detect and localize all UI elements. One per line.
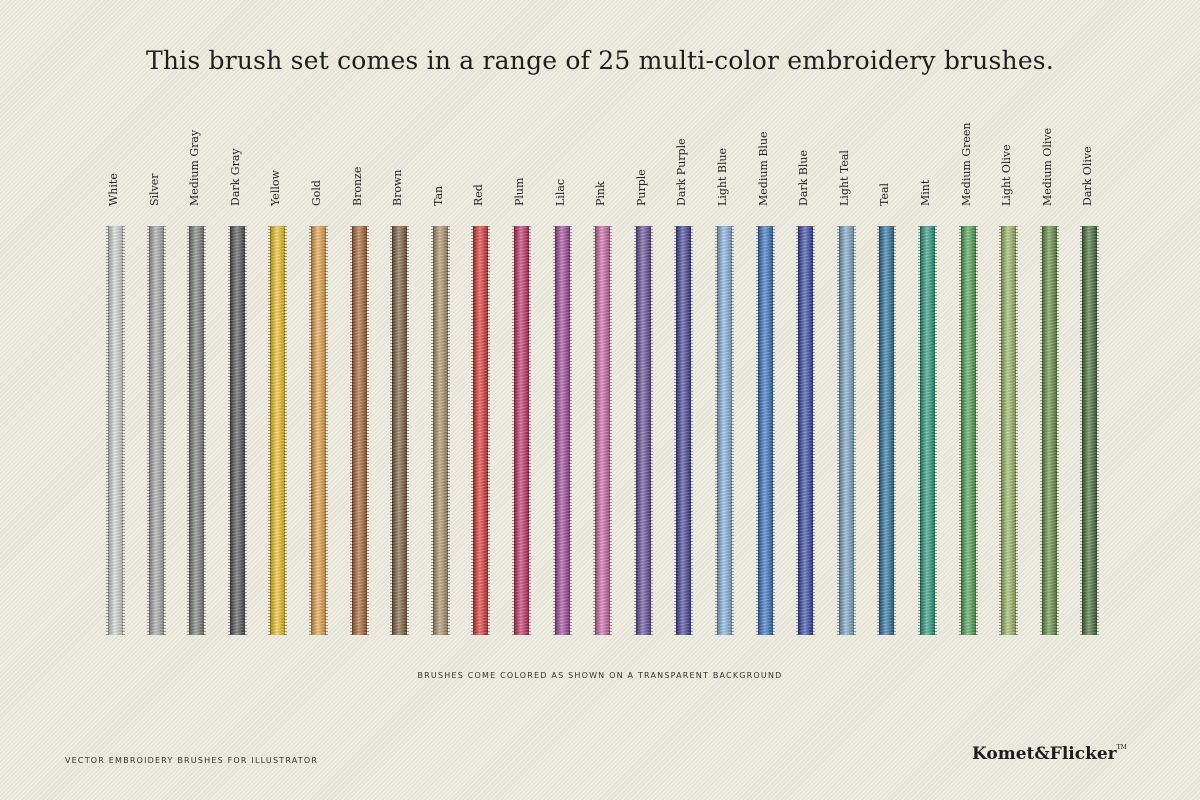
brush-strand-plum bbox=[512, 226, 531, 635]
komet-flicker-logo: Komet&FlickerTM bbox=[972, 744, 1127, 764]
brush-label-purple: Purple bbox=[633, 26, 653, 206]
brush-strand-white bbox=[106, 226, 125, 635]
brush-label-text: Red bbox=[472, 184, 486, 206]
brush-label-text: Pink bbox=[594, 181, 608, 206]
brush-label-text: Plum bbox=[513, 177, 526, 206]
brush-label-pink: Pink bbox=[592, 26, 612, 206]
brush-label-text: Dark Purple bbox=[675, 138, 689, 206]
brush-strand-pink bbox=[593, 226, 613, 635]
brush-label-text: Medium Blue bbox=[756, 131, 770, 206]
footer-tagline: VECTOR EMBROIDERY BRUSHES FOR ILLUSTRATO… bbox=[65, 756, 319, 765]
brush-label-medium-gray: Medium Gray bbox=[186, 26, 206, 206]
brush-strand-brown bbox=[390, 226, 410, 635]
brush-label-light-olive: Light Olive bbox=[998, 26, 1018, 206]
brush-label-text: Teal bbox=[878, 182, 892, 206]
brush-strand-dark-gray bbox=[227, 226, 247, 635]
brush-label-text: Tan bbox=[431, 185, 445, 206]
brush-strand-bronze bbox=[349, 226, 369, 635]
brush-strand-medium-blue bbox=[755, 226, 775, 635]
brush-strand-yellow bbox=[268, 226, 288, 635]
page-title: This brush set comes in a range of 25 mu… bbox=[145, 46, 1054, 75]
brush-strand-red bbox=[471, 226, 491, 635]
brush-strand-light-teal bbox=[836, 226, 856, 635]
brush-strand-light-blue bbox=[715, 226, 734, 635]
brush-label-text: Silver bbox=[147, 173, 161, 206]
brush-label-dark-purple: Dark Purple bbox=[673, 26, 693, 206]
brush-label-medium-olive: Medium Olive bbox=[1039, 26, 1059, 206]
brush-strand-gold bbox=[309, 226, 328, 635]
brush-label-lilac: Lilac bbox=[552, 26, 572, 206]
brush-label-yellow: Yellow bbox=[267, 26, 287, 206]
brush-strand-purple bbox=[633, 226, 653, 635]
brush-strand-silver bbox=[146, 226, 166, 635]
brush-label-gold: Gold bbox=[308, 26, 328, 206]
brush-label-mint: Mint bbox=[917, 26, 937, 206]
brush-label-bronze: Bronze bbox=[349, 26, 369, 206]
brush-label-teal: Teal bbox=[876, 26, 896, 206]
brush-label-text: Bronze bbox=[350, 166, 364, 206]
brush-label-dark-blue: Dark Blue bbox=[795, 26, 815, 206]
brush-strand-lilac bbox=[552, 226, 572, 635]
brush-label-text: Lilac bbox=[553, 178, 567, 206]
logo-trademark: TM bbox=[1116, 744, 1127, 751]
brush-label-medium-green: Medium Green bbox=[958, 26, 978, 207]
brush-label-white: White bbox=[105, 26, 125, 206]
brush-strand-light-olive bbox=[999, 226, 1019, 635]
brush-label-text: Light Teal bbox=[837, 150, 851, 206]
brush-label-text: Light Olive bbox=[1000, 144, 1014, 206]
brush-label-red: Red bbox=[470, 26, 490, 206]
logo-text: Komet&Flicker bbox=[972, 744, 1117, 764]
brush-label-text: Purple bbox=[634, 169, 648, 206]
brush-label-text: Medium Olive bbox=[1040, 127, 1054, 206]
brush-label-silver: Silver bbox=[146, 26, 166, 206]
transparent-background-note: BRUSHES COME COLORED AS SHOWN ON A TRANS… bbox=[417, 671, 783, 680]
brush-label-light-blue: Light Blue bbox=[714, 26, 734, 206]
brush-label-light-teal: Light Teal bbox=[836, 26, 856, 206]
brush-label-plum: Plum bbox=[511, 26, 531, 206]
brush-strand-dark-olive bbox=[1080, 226, 1100, 635]
brush-label-text: Gold bbox=[310, 180, 323, 206]
brush-label-dark-gray: Dark Gray bbox=[227, 26, 247, 206]
brush-label-medium-blue: Medium Blue bbox=[755, 26, 775, 206]
brush-strand-medium-gray bbox=[187, 226, 207, 635]
brush-strand-medium-green bbox=[958, 226, 978, 635]
brush-label-tan: Tan bbox=[430, 26, 450, 206]
brush-label-text: Medium Gray bbox=[188, 129, 202, 206]
brush-strand-medium-olive bbox=[1039, 226, 1059, 635]
brush-label-text: Dark Blue bbox=[797, 150, 811, 206]
brush-strand-teal bbox=[877, 226, 897, 635]
brush-label-dark-olive: Dark Olive bbox=[1079, 26, 1099, 206]
brush-label-text: White bbox=[107, 173, 120, 206]
brush-labels: White Silver Medium Gray Dark Gray Yellow Gol… bbox=[0, 0, 1200, 220]
brush-label-text: Brown bbox=[391, 169, 405, 206]
brush-label-text: Dark Gray bbox=[228, 148, 242, 206]
brush-label-brown: Brown bbox=[389, 26, 409, 206]
brush-label-text: Mint bbox=[919, 179, 932, 206]
brush-label-text: Yellow bbox=[269, 170, 283, 206]
brush-strand-tan bbox=[430, 226, 450, 635]
brush-strand-dark-blue bbox=[796, 226, 816, 635]
brush-label-text: Dark Olive bbox=[1081, 146, 1095, 206]
brush-label-text: Light Blue bbox=[716, 147, 729, 206]
brush-strand-dark-purple bbox=[674, 226, 694, 635]
brush-strand-mint bbox=[918, 226, 937, 635]
brush-label-text: Medium Green bbox=[959, 122, 973, 207]
